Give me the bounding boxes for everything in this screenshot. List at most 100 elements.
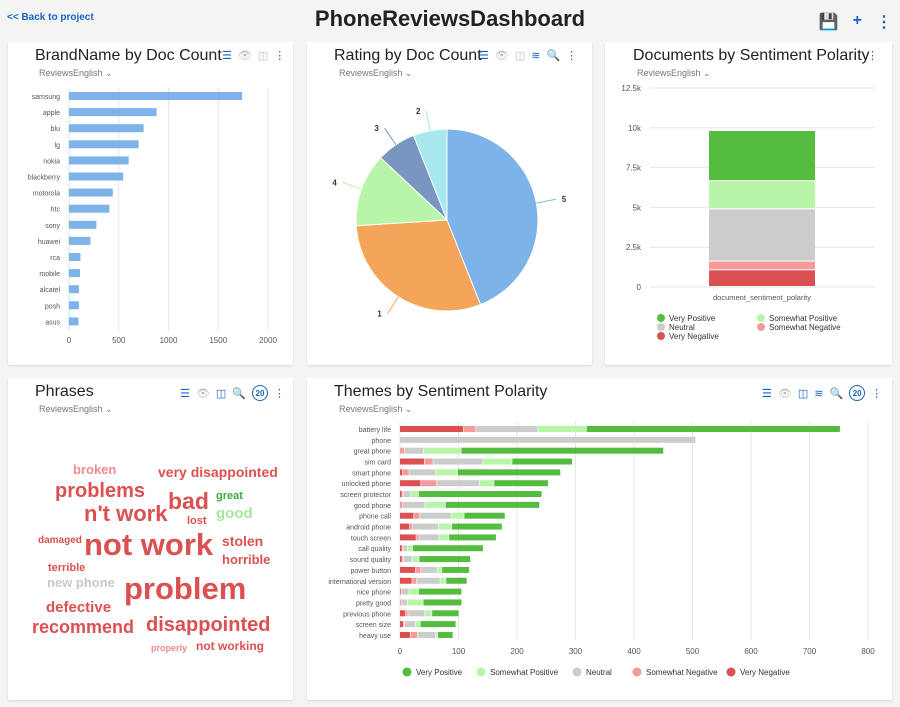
y-tick-label: motorola [33,191,60,198]
stack-segment [402,491,403,498]
phrase-word[interactable]: horrible [222,552,271,567]
bar [69,253,81,261]
phrase-word[interactable]: defective [46,599,112,616]
more-vert-icon[interactable]: ⋮ [274,50,286,62]
more-vert-icon[interactable]: ⋮ [867,50,878,62]
eye-icon[interactable]: 👁 [777,387,792,400]
eye-icon[interactable]: 👁 [494,50,509,62]
eye-icon[interactable]: 👁 [195,387,210,400]
phrase-word[interactable]: stolen [222,533,264,549]
y-tick-label: asus [45,319,60,326]
back-to-project-link[interactable]: << Back to project [7,12,94,23]
stack-segment [446,577,467,584]
legend-label: Very Positive [416,668,463,677]
count-badge[interactable]: 20 [251,385,268,401]
phrase-word[interactable]: very disappointed [158,464,278,480]
analyze-icon[interactable]: 🔍 [546,50,561,62]
stack-segment [414,512,420,519]
phrase-word[interactable]: properly [151,643,188,653]
legend-label: Neutral [586,668,612,677]
phrase-word[interactable]: new phone [47,575,115,590]
filter-icon[interactable]: ☰ [479,50,489,62]
x-tick-label: 1000 [160,336,178,345]
bar [69,188,113,197]
phrase-word[interactable]: broken [73,462,117,477]
stack-segment [512,458,572,465]
legend-label: Somewhat Negative [769,323,841,332]
stack-segment [404,447,424,454]
source-dropdown[interactable]: ReviewsEnglish ⌄ [39,404,113,414]
trend-icon[interactable]: ≋ [531,50,541,62]
phrase-word[interactable]: good [216,505,253,522]
source-label: ReviewsEnglish [637,68,701,78]
stack-segment [415,566,421,573]
rating-chart: 5 1 4 3 2 [332,107,566,319]
source-dropdown[interactable]: ReviewsEnglish ⌄ [339,68,413,78]
stack-segment [423,599,462,606]
phrase-word[interactable]: terrible [48,562,86,574]
count-badge[interactable]: 20 [849,385,866,401]
stack-segment [586,426,840,432]
stack-segment [411,491,419,498]
source-dropdown[interactable]: ReviewsEnglish ⌄ [39,68,113,78]
stack-segment [400,469,403,476]
stack-segment [452,523,502,530]
x-tick-label: 500 [112,336,126,345]
phrase-word[interactable]: recommend [32,617,135,637]
stack-segment [400,599,402,606]
y-tick-label: unlocked phone [342,481,392,488]
phrase-word[interactable]: damaged [38,535,82,546]
more-vert-icon[interactable]: ⋮ [871,387,883,400]
source-dropdown[interactable]: ReviewsEnglish ⌄ [339,404,413,414]
stack-segment [401,599,408,606]
filter-icon[interactable]: ☰ [222,50,232,62]
x-tick-label: 400 [627,647,641,656]
database-icon[interactable]: ◫ [797,387,809,400]
source-dropdown[interactable]: ReviewsEnglish ⌄ [637,68,711,78]
x-tick-label: 2000 [259,336,277,345]
database-icon[interactable]: ◫ [514,50,526,62]
filter-active-icon[interactable]: ☰ [180,387,190,400]
phrase-word[interactable]: problem [124,571,247,606]
phrase-word[interactable]: n't work [84,501,168,526]
bar [69,156,129,165]
database-icon[interactable]: ◫ [215,387,227,400]
database-icon[interactable]: ◫ [257,50,269,62]
trend-icon[interactable]: ≋ [814,387,824,400]
phrase-word[interactable]: problems [55,480,146,502]
stack-segment [438,631,453,638]
x-tick-label: 800 [861,647,875,656]
more-vert-icon[interactable]: ⋮ [876,14,892,31]
y-tick-label: touch screen [351,535,391,542]
phrase-word[interactable]: lost [187,515,207,527]
x-tick-label: 600 [744,647,758,656]
more-vert-icon[interactable]: ⋮ [566,50,578,62]
phrase-word[interactable]: disappointed [146,614,271,636]
stack-segment [461,447,664,454]
stack-segment [437,566,442,573]
more-vert-icon[interactable]: ⋮ [273,387,285,400]
stack-segment [412,577,417,584]
analyze-icon[interactable]: 🔍 [232,387,246,400]
phrase-word[interactable]: not working [196,639,264,653]
save-icon[interactable]: 💾 [818,14,839,31]
phrase-word[interactable]: not work [84,527,214,562]
themes-panel: Themes by Sentiment Polarity ReviewsEngl… [307,378,892,700]
stack-segment [409,469,436,476]
eye-icon[interactable]: 👁 [237,50,252,62]
y-tick-label: 10k [628,124,642,133]
stack-segment [400,577,412,584]
stack-segment [457,469,561,476]
phrase-word[interactable]: bad [168,488,209,514]
legend-swatch [632,667,642,677]
stack-segment [405,610,408,617]
phrase-word[interactable]: great [216,490,243,502]
plus-icon[interactable]: + [852,12,862,29]
filter-icon[interactable]: ☰ [762,387,772,400]
analyze-icon[interactable]: 🔍 [829,387,844,400]
stack-segment [709,261,815,270]
stack-segment [538,426,587,432]
source-label: ReviewsEnglish [339,68,403,78]
stack-segment [709,270,815,286]
stack-segment [445,501,540,508]
